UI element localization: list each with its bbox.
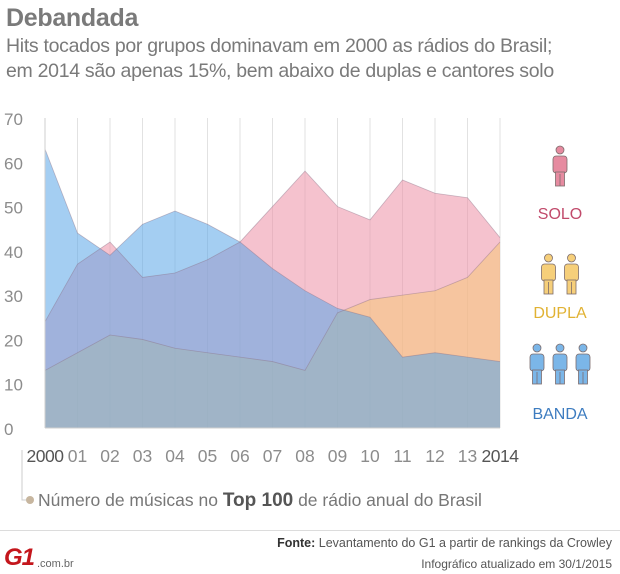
series-areas: [44, 148, 501, 428]
x-tick-label: 02: [100, 446, 119, 466]
y-tick-label: 70: [4, 110, 23, 129]
footer-divider: [0, 530, 620, 531]
logo-mark: G1: [4, 544, 35, 571]
x-tick-label: 04: [165, 446, 185, 466]
y-tick-label: 0: [4, 420, 13, 439]
person-head: [567, 253, 576, 263]
subtitle-line-1: Hits tocados por grupos dominavam em 200…: [6, 35, 553, 57]
person-head: [544, 253, 553, 263]
x-tick-label: 05: [198, 446, 217, 466]
y-tick-label: 20: [4, 331, 23, 350]
update-date: Infográfico atualizado em 30/1/2015: [421, 557, 612, 571]
x-tick-label: 11: [393, 446, 411, 466]
source-credit: Fonte: Levantamento do G1 a partir de ra…: [277, 536, 612, 550]
legend: SOLO DUPLA BANDA: [529, 145, 591, 423]
y-tick-label: 30: [4, 287, 23, 306]
x-tick-label: 07: [263, 446, 282, 466]
line-banda: [44, 148, 501, 362]
person-body: [552, 155, 568, 174]
note-bracket: [21, 450, 34, 504]
person-icon: [575, 343, 591, 385]
person-body: [575, 353, 591, 372]
y-tick-label: 10: [4, 376, 23, 395]
y-axis: 0 10 20 30 40 50 60 70: [4, 110, 46, 439]
line-dupla: [44, 241, 501, 371]
x-tick-label: 10: [360, 446, 380, 466]
x-tick-label: 2000: [27, 446, 65, 466]
x-tick-label: 13: [458, 446, 477, 466]
person-icon: [552, 145, 568, 187]
x-tick-label: 06: [230, 446, 249, 466]
x-tick-label: 2014: [482, 446, 520, 466]
person-body: [552, 353, 568, 372]
x-axis: 2000 01 02 03 04 05 06 07 08 09 10 11 12 13 2014: [27, 427, 520, 466]
note-text-bold: Top 100: [222, 490, 294, 511]
x-tick-label: 08: [295, 446, 314, 466]
note-bullet: [26, 496, 34, 504]
legend-label-solo: SOLO: [538, 206, 582, 223]
person-body: [564, 263, 579, 282]
y-tick-label: 60: [4, 154, 23, 173]
chart-subtitle: Hits tocados por grupos dominavam em 200…: [6, 34, 554, 84]
note-text-after: de rádio anual do Brasil: [293, 490, 482, 510]
person-icon: [552, 343, 568, 385]
person-head: [578, 343, 588, 353]
legend-label-dupla: DUPLA: [533, 305, 587, 322]
line-solo: [44, 170, 501, 322]
x-tick-label: 03: [133, 446, 152, 466]
source-label: Fonte:: [277, 536, 316, 550]
chart-note: Número de músicas no Top 100 de rádio an…: [38, 490, 482, 512]
logo-domain: .com.br: [37, 558, 74, 570]
note-text-before: Número de músicas no: [38, 490, 223, 510]
person-body: [541, 263, 556, 282]
x-tick-label: 09: [328, 446, 347, 466]
subtitle-line-2: em 2014 são apenas 15%, bem abaixo de du…: [6, 60, 554, 82]
g1-logo: G1 .com.br: [4, 544, 76, 572]
chart-title: Debandada: [6, 4, 139, 32]
person-icon: [529, 343, 545, 385]
x-tick-label: 12: [425, 446, 444, 466]
x-tick-label: 01: [68, 446, 87, 466]
person-body: [529, 353, 545, 372]
source-text: Levantamento do G1 a partir de rankings …: [315, 536, 612, 550]
legend-label-banda: BANDA: [532, 406, 587, 423]
person-head: [555, 343, 565, 353]
person-icon: [541, 253, 556, 295]
area-chart: 0 10 20 30 40 50 60 70 2000 01 02 03 04 05 06 07 08 09 10…: [4, 110, 591, 504]
person-icon: [564, 253, 579, 295]
area-banda: [45, 149, 500, 428]
y-tick-label: 50: [4, 199, 23, 218]
y-tick-label: 40: [4, 243, 23, 262]
person-head: [555, 145, 565, 155]
person-head: [532, 343, 542, 353]
